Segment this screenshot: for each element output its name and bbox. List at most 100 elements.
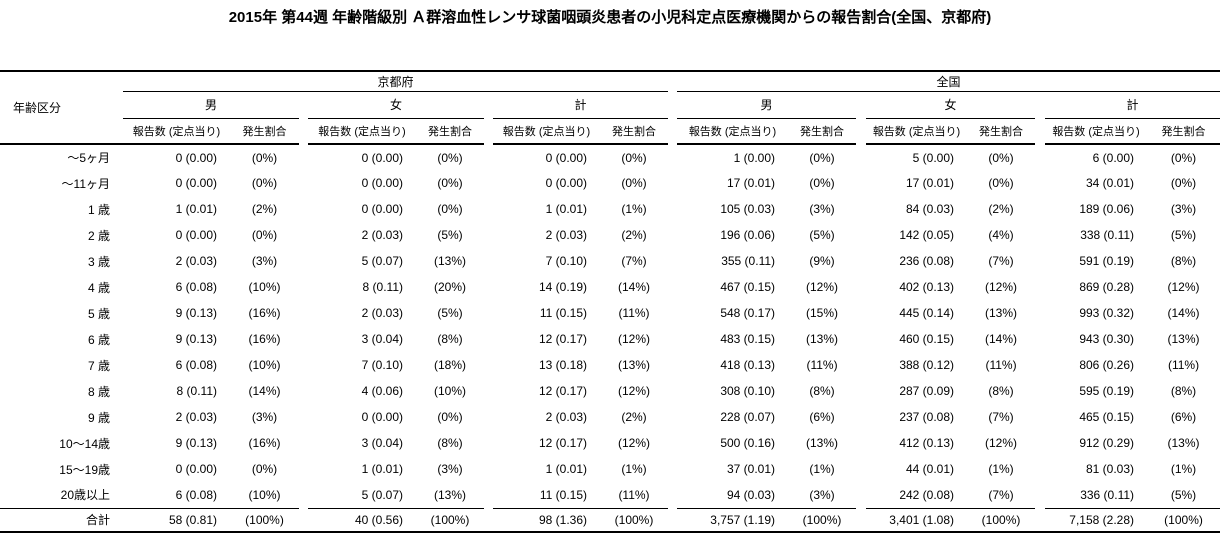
national-total-share-cell: (5%) xyxy=(1170,228,1197,242)
national-total-share-cell: (0%) xyxy=(1170,150,1197,165)
share-header: 発生割合 xyxy=(788,118,857,145)
kyoto-female-count-cell: 0 (0.00) xyxy=(361,410,403,424)
count-header: 報告数 (定点当り) xyxy=(493,118,600,145)
kyoto-female-count-cell: 4 (0.06) xyxy=(361,384,403,398)
region-gap xyxy=(668,404,677,430)
kyoto-total-count-cell: 12 (0.17) xyxy=(538,436,587,450)
kyoto-male-count-cell: 0 (0.00) xyxy=(175,176,217,190)
national-total-count-cell: 34 (0.01) xyxy=(1085,176,1135,190)
national-female-share-cell: (100%) xyxy=(967,507,1036,533)
column-gap xyxy=(1035,430,1045,456)
kyoto-total-header: 計 xyxy=(493,91,669,119)
age-column-header: 年齢区分 xyxy=(0,70,123,145)
table-row: 7 歳 6 (0.08) (10%) 7 (0.10) (18%) 13 (0.… xyxy=(0,352,1220,378)
national-female-share-cell: (7%) xyxy=(988,254,1014,268)
column-gap xyxy=(484,456,493,482)
kyoto-male-share-cell: (10%) xyxy=(248,280,281,294)
national-female-count-cell: 3,401 (1.08) xyxy=(866,507,968,533)
column-gap xyxy=(856,508,867,533)
column-gap xyxy=(1035,378,1045,404)
column-gap xyxy=(484,222,493,248)
kyoto-male-count-cell: 6 (0.08) xyxy=(175,358,217,372)
national-total-share-cell: (11%) xyxy=(1167,358,1200,372)
column-gap xyxy=(299,248,308,274)
national-male-share-cell: (0%) xyxy=(809,176,835,190)
table-row: 3 歳 2 (0.03) (3%) 5 (0.07) (13%) 7 (0.10… xyxy=(0,248,1220,274)
column-gap xyxy=(484,300,493,326)
national-total-count-cell: 81 (0.03) xyxy=(1085,462,1135,476)
kyoto-male-count-cell: 6 (0.08) xyxy=(175,280,217,294)
kyoto-female-count-cell: 0 (0.00) xyxy=(361,202,403,216)
kyoto-total-count-cell: 11 (0.15) xyxy=(539,487,587,502)
kyoto-male-count-cell: 1 (0.01) xyxy=(175,202,217,216)
column-gap xyxy=(1035,248,1045,274)
national-male-share-cell: (12%) xyxy=(806,280,839,294)
kyoto-female-count-cell: 5 (0.07) xyxy=(361,487,403,502)
national-male-share-cell: (8%) xyxy=(809,384,835,398)
national-total-share-cell: (13%) xyxy=(1167,332,1200,346)
column-gap xyxy=(484,378,493,404)
kyoto-female-count-cell: 0 (0.00) xyxy=(361,150,403,165)
national-female-count-cell: 5 (0.00) xyxy=(912,150,955,165)
column-gap xyxy=(856,326,866,352)
table-row: 2 歳 0 (0.00) (0%) 2 (0.03) (5%) 2 (0.03)… xyxy=(0,222,1220,248)
kyoto-male-share-cell: (100%) xyxy=(230,507,299,533)
table-row: ～5ヶ月 0 (0.00) (0%) 0 (0.00) (0%) 0 (0.00… xyxy=(0,144,1220,170)
kyoto-total-share-cell: (11%) xyxy=(618,306,650,320)
national-female-count-cell: 44 (0.01) xyxy=(905,462,955,476)
kyoto-total-count-cell: 2 (0.03) xyxy=(545,228,587,242)
table-row: ～11ヶ月 0 (0.00) (0%) 0 (0.00) (0%) 0 (0.0… xyxy=(0,170,1220,196)
national-female-count-cell: 388 (0.12) xyxy=(899,358,955,372)
column-gap xyxy=(856,456,866,482)
age-cell: 15～19歳 xyxy=(59,462,110,477)
region-gap xyxy=(668,144,677,170)
column-gap xyxy=(856,404,866,430)
region-gap xyxy=(668,222,677,248)
region-gap xyxy=(668,456,677,482)
column-gap xyxy=(1035,118,1045,144)
column-gap xyxy=(1035,300,1045,326)
kyoto-male-count-cell: 0 (0.00) xyxy=(175,150,217,165)
national-female-count-cell: 412 (0.13) xyxy=(899,436,955,450)
column-gap xyxy=(484,274,493,300)
national-female-share-cell: (12%) xyxy=(985,436,1018,450)
kyoto-female-share-cell: (100%) xyxy=(416,507,484,533)
national-male-count-cell: 37 (0.01) xyxy=(726,462,776,476)
national-female-count-cell: 242 (0.08) xyxy=(899,487,955,502)
national-total-share-cell: (8%) xyxy=(1170,384,1197,398)
column-gap xyxy=(1035,482,1045,508)
kyoto-total-share-cell: (12%) xyxy=(618,332,651,346)
count-header: 報告数 (定点当り) xyxy=(866,118,968,145)
kyoto-male-share-cell: (3%) xyxy=(251,410,278,424)
kyoto-total-share-cell: (12%) xyxy=(618,384,651,398)
kyoto-female-count-cell: 40 (0.56) xyxy=(308,507,416,533)
column-gap xyxy=(856,352,866,378)
column-gap xyxy=(484,170,493,196)
national-female-count-cell: 142 (0.05) xyxy=(899,228,955,242)
kyoto-female-count-cell: 5 (0.07) xyxy=(361,254,403,268)
national-male-count-cell: 418 (0.13) xyxy=(720,358,776,372)
age-cell: 3 歳 xyxy=(87,254,110,269)
kyoto-total-share-cell: (2%) xyxy=(621,410,647,424)
national-female-count-cell: 402 (0.13) xyxy=(899,280,955,294)
kyoto-total-count-cell: 1 (0.01) xyxy=(545,462,587,476)
kyoto-female-share-cell: (5%) xyxy=(437,228,463,242)
kyoto-female-count-cell: 7 (0.10) xyxy=(361,358,403,372)
national-female-share-cell: (7%) xyxy=(988,487,1014,502)
national-total-count-cell: 189 (0.06) xyxy=(1079,202,1135,216)
kyoto-male-count-cell: 58 (0.81) xyxy=(123,507,230,533)
column-gap xyxy=(856,248,866,274)
kyoto-female-share-cell: (8%) xyxy=(437,436,463,450)
region-gap xyxy=(668,170,677,196)
share-header: 発生割合 xyxy=(600,118,669,145)
kyoto-total-share-cell: (7%) xyxy=(621,254,647,268)
column-gap xyxy=(856,482,866,508)
national-male-count-cell: 1 (0.00) xyxy=(733,150,776,165)
region-gap xyxy=(668,378,677,404)
region-gap xyxy=(668,118,677,144)
national-total-count-cell: 336 (0.11) xyxy=(1080,487,1135,502)
kyoto-male-share-cell: (16%) xyxy=(248,332,281,346)
kyoto-total-share-cell: (0%) xyxy=(621,150,647,165)
kyoto-male-share-cell: (0%) xyxy=(251,150,278,165)
